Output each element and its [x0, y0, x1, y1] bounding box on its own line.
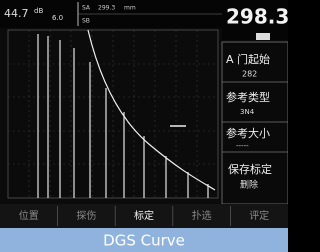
- menu-item[interactable]: 位置: [19, 209, 39, 222]
- panel-value: 删除: [240, 179, 258, 191]
- screen: 44.7 dB 6.0 SA 299.3 mm SB 298.3: [0, 0, 288, 252]
- menu-item[interactable]: 扑选: [192, 209, 212, 222]
- caption: DGS Curve: [103, 232, 185, 250]
- menu-item[interactable]: 评定: [249, 209, 269, 222]
- field-unit: mm: [124, 5, 136, 12]
- reading: 298.3: [226, 5, 288, 29]
- page: {"status": {"gain": "44.7", "gain_unit":…: [0, 0, 288, 252]
- reading-indicator: [256, 33, 270, 40]
- menu-item[interactable]: 探伤: [76, 209, 96, 222]
- panel-value: 282: [242, 70, 257, 79]
- gain: 44.7: [4, 7, 29, 20]
- gain-step: 6.0: [52, 14, 63, 22]
- panel-label[interactable]: 保存标定: [228, 162, 272, 176]
- panel-value: 3N4: [240, 108, 255, 116]
- panel-label[interactable]: 参考大小: [226, 126, 270, 140]
- panel-value: -----: [236, 142, 249, 150]
- menu-item[interactable]: 标定: [134, 209, 154, 222]
- gain-unit: dB: [34, 7, 43, 15]
- field-value: 299.3: [98, 5, 115, 12]
- field-label: SB: [82, 18, 90, 25]
- panel-label[interactable]: 参考类型: [226, 90, 270, 104]
- side-panel: A 门起始 282 参考类型 3N4 参考大小 ----- 保存标定 删除: [222, 42, 288, 204]
- field-label: SA: [82, 5, 91, 12]
- panel-label[interactable]: A 门起始: [226, 52, 270, 66]
